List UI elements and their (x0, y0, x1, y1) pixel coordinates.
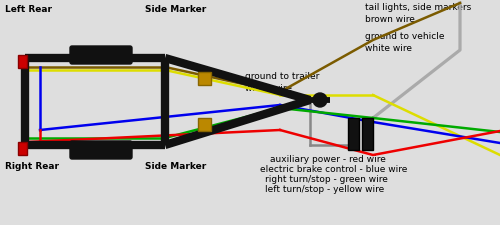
Text: Side Marker: Side Marker (145, 5, 206, 14)
Text: ground to vehicle
white wire: ground to vehicle white wire (365, 32, 444, 53)
Circle shape (313, 93, 327, 107)
Text: ground to trailer
white wire: ground to trailer white wire (245, 72, 320, 93)
Text: tail lights, side markers
brown wire: tail lights, side markers brown wire (365, 3, 471, 24)
Bar (18, 55, 27, 68)
Bar (198, 72, 211, 85)
Bar (362, 118, 373, 150)
Text: Left Rear: Left Rear (5, 5, 52, 14)
Bar (198, 118, 211, 131)
Text: left turn/stop - yellow wire: left turn/stop - yellow wire (265, 185, 384, 194)
Text: right turn/stop - green wire: right turn/stop - green wire (265, 175, 388, 184)
FancyBboxPatch shape (70, 46, 132, 64)
Bar (18, 142, 27, 155)
Text: Side Marker: Side Marker (145, 162, 206, 171)
Text: Right Rear: Right Rear (5, 162, 59, 171)
FancyBboxPatch shape (70, 141, 132, 159)
Text: auxiliary power - red wire: auxiliary power - red wire (270, 155, 386, 164)
Bar (348, 118, 359, 150)
Text: electric brake control - blue wire: electric brake control - blue wire (260, 165, 408, 174)
